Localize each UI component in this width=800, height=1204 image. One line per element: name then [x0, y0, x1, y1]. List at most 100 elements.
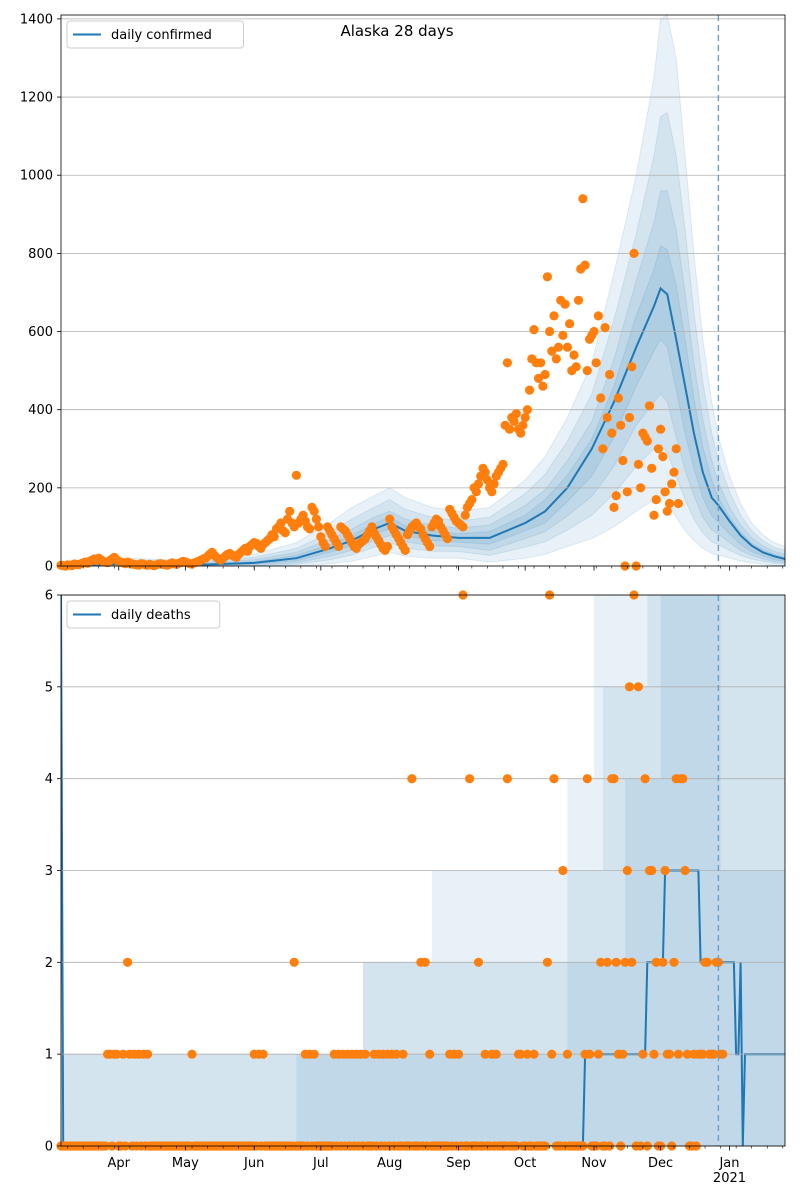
data-point [391, 1049, 401, 1059]
y-tick-label: 600 [28, 325, 53, 340]
data-point [636, 483, 646, 493]
data-point [596, 393, 606, 403]
data-point [407, 774, 417, 784]
data-point [482, 475, 492, 485]
data-point [471, 487, 481, 497]
data-point [609, 502, 619, 512]
data-point [487, 487, 497, 497]
data-point [709, 1049, 719, 1059]
data-point [123, 957, 133, 967]
data-point [540, 369, 550, 380]
data-point [578, 194, 588, 204]
y-tick-label: 6 [45, 589, 53, 604]
x-tick-label: Jul [312, 1156, 329, 1171]
data-point [580, 260, 590, 270]
confidence-band [431, 870, 568, 1146]
x-tick-label: Dec [648, 1156, 673, 1171]
data-point [491, 1049, 501, 1059]
data-point [565, 319, 575, 329]
data-point [453, 1049, 464, 1059]
data-point [569, 350, 579, 360]
y-tick-label: 3 [45, 864, 53, 879]
data-point [667, 479, 677, 489]
data-point [629, 248, 639, 258]
y-tick-label: 4 [45, 772, 53, 787]
legend-label: daily confirmed [111, 28, 212, 43]
y-tick-label: 1400 [20, 12, 53, 27]
data-point [573, 295, 584, 305]
data-point [525, 385, 535, 395]
data-point [547, 346, 557, 356]
x-tick-label: Sep [446, 1156, 471, 1171]
data-point [644, 401, 655, 411]
data-point [593, 311, 604, 321]
data-point [649, 1049, 659, 1059]
data-point [360, 1049, 370, 1059]
data-point [498, 459, 508, 469]
data-point [516, 428, 526, 438]
data-point [658, 957, 668, 967]
confirmed-panel: 0 200 400 600 800 1000 1200 1400 daily confirmed [20, 12, 786, 575]
chart-title: Alaska 28 days [340, 22, 453, 40]
data-point [285, 506, 295, 516]
data-point [516, 1049, 526, 1059]
y-tick-label: 1200 [20, 91, 53, 106]
data-point [425, 541, 435, 552]
data-point [420, 957, 430, 967]
data-point [627, 957, 637, 967]
data-point [118, 1049, 128, 1059]
data-point [558, 865, 568, 876]
data-point [616, 420, 626, 430]
data-point [320, 541, 330, 552]
data-point [280, 528, 290, 538]
x-tick-label: 2021 [713, 1171, 746, 1186]
data-point [398, 1049, 408, 1059]
data-point [562, 1049, 573, 1059]
data-point [660, 865, 670, 876]
data-point [658, 452, 668, 462]
confidence-band [61, 244, 785, 566]
data-point [633, 682, 644, 692]
data-point [713, 957, 724, 967]
data-point [291, 470, 301, 480]
data-point [529, 1049, 539, 1059]
confidence-band [720, 870, 785, 1146]
data-point [682, 1049, 692, 1059]
y-tick-label: 2 [45, 956, 53, 971]
data-point [143, 1049, 153, 1059]
data-point [622, 487, 632, 497]
x-tick-label: May [172, 1156, 199, 1171]
confidence-band [61, 1054, 364, 1146]
data-point [334, 541, 344, 552]
data-point [638, 1049, 648, 1059]
data-point [509, 416, 519, 426]
data-point [553, 342, 564, 352]
x-tick-label: Aug [377, 1156, 402, 1171]
data-point [258, 1049, 268, 1059]
data-point [624, 682, 635, 692]
y-tick-label: 1000 [20, 169, 53, 184]
y-tick-label: 800 [28, 247, 53, 262]
data-point [473, 479, 484, 489]
data-point [596, 957, 606, 967]
data-point [602, 957, 612, 967]
data-point [602, 412, 612, 423]
data-point [549, 311, 559, 321]
data-point [653, 444, 664, 454]
x-tick-label: Apr [107, 1156, 130, 1171]
data-point [642, 436, 652, 446]
data-point [385, 514, 395, 524]
data-point [589, 326, 599, 337]
data-point [460, 510, 470, 520]
data-point [669, 957, 679, 967]
data-point [480, 467, 490, 477]
confidence-band [61, 1054, 364, 1146]
data-point [458, 522, 468, 532]
data-point [480, 1049, 490, 1059]
data-point [505, 424, 515, 434]
data-point [547, 1049, 557, 1059]
x-tick-label: Nov [581, 1156, 607, 1171]
data-point [598, 444, 608, 454]
data-point [624, 412, 635, 423]
